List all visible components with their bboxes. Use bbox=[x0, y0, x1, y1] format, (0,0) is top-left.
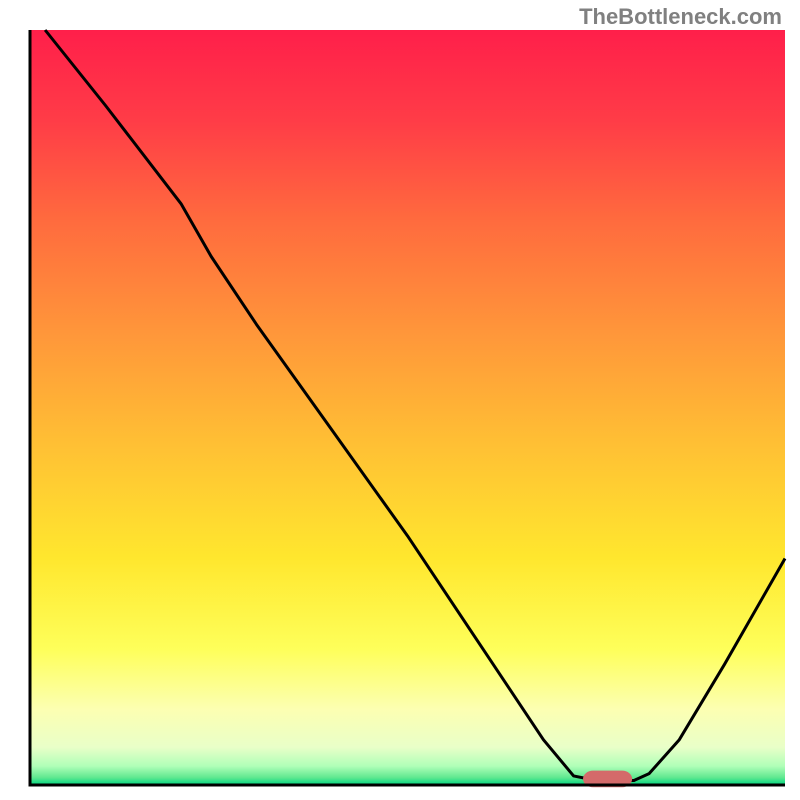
watermark-text: TheBottleneck.com bbox=[579, 4, 782, 30]
chart-svg bbox=[0, 0, 800, 800]
bottleneck-chart bbox=[0, 0, 800, 800]
plot-background bbox=[30, 30, 785, 785]
